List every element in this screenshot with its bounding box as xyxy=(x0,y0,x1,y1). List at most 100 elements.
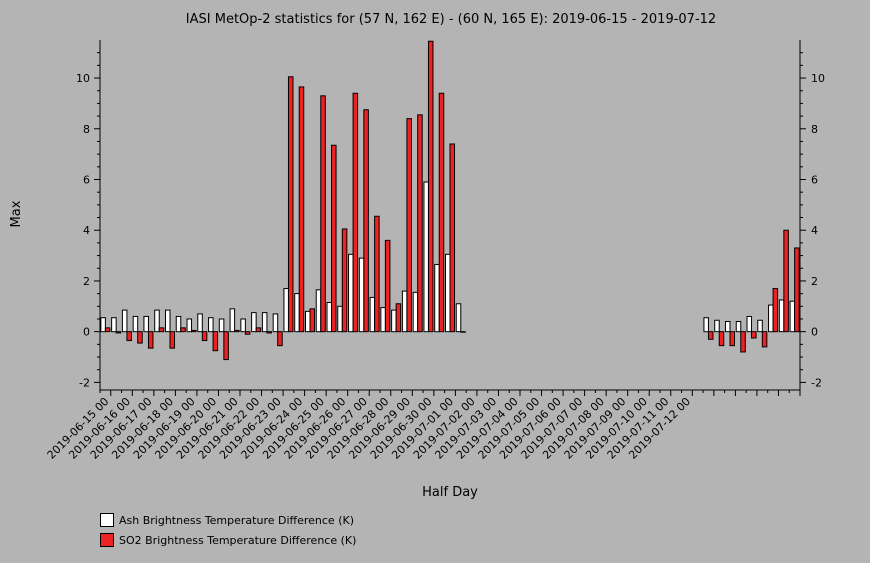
bar-1-22 xyxy=(341,228,348,333)
bar-0-15 xyxy=(261,312,268,333)
bar-1-6 xyxy=(169,331,176,349)
bar-0-10 xyxy=(208,317,214,333)
bar-0-8 xyxy=(186,318,193,333)
y-tick-label-left: 0 xyxy=(83,326,90,339)
bar-0-26 xyxy=(380,307,386,333)
bar-0-5 xyxy=(154,309,160,333)
bar-0-3 xyxy=(132,315,139,333)
bar-0-58 xyxy=(724,321,731,333)
chart-title: IASI MetOp-2 statistics for (57 N, 162 E… xyxy=(186,12,716,27)
legend-label-ash: Ash Brightness Temperature Difference (K… xyxy=(119,513,354,527)
bar-0-62 xyxy=(768,304,774,333)
bar-0-27 xyxy=(391,309,397,333)
bar-1-63 xyxy=(783,229,789,333)
bar-0-0 xyxy=(100,317,106,333)
x-axis-label: Half Day xyxy=(422,485,478,500)
bar-0-12 xyxy=(229,308,236,333)
bar-1-30 xyxy=(427,40,434,333)
bar-1-24 xyxy=(363,109,369,333)
bar-0-33 xyxy=(455,303,462,333)
bar-1-9 xyxy=(201,331,208,342)
bar-0-60 xyxy=(746,315,753,333)
y-tick-label-left: 10 xyxy=(76,72,90,85)
bar-1-11 xyxy=(223,331,229,361)
bar-0-56 xyxy=(703,317,709,333)
bar-1-21 xyxy=(331,144,337,333)
bar-0-64 xyxy=(789,300,796,333)
bar-0-61 xyxy=(757,319,763,333)
bar-0-25 xyxy=(369,296,376,333)
y-tick-label-left: 6 xyxy=(83,173,90,186)
bar-1-0 xyxy=(104,327,111,333)
legend-item-ash: Ash Brightness Temperature Difference (K… xyxy=(100,512,356,528)
bar-1-56 xyxy=(707,331,714,340)
y-tick-label-right: 6 xyxy=(811,173,818,186)
y-tick-label-left: 2 xyxy=(83,275,90,288)
y-tick-label-left: -2 xyxy=(79,376,90,389)
bar-1-23 xyxy=(352,92,359,333)
bar-0-2 xyxy=(121,309,128,333)
bar-1-59 xyxy=(740,331,746,353)
legend-label-so2: SO2 Brightness Temperature Difference (K… xyxy=(119,533,357,547)
bar-1-20 xyxy=(320,95,326,333)
bar-0-17 xyxy=(283,288,289,333)
bar-1-8 xyxy=(191,329,197,333)
bar-1-4 xyxy=(147,331,154,349)
y-tick-label-right: 4 xyxy=(811,224,818,237)
bar-1-31 xyxy=(438,92,445,333)
bar-1-61 xyxy=(761,331,768,348)
y-tick-label-right: 2 xyxy=(811,275,818,288)
bar-0-20 xyxy=(315,289,322,333)
bar-1-1 xyxy=(115,331,122,334)
bar-0-16 xyxy=(272,313,279,333)
bar-0-31 xyxy=(434,263,440,333)
bar-1-18 xyxy=(298,86,305,333)
bar-0-19 xyxy=(304,310,311,333)
legend: Ash Brightness Temperature Difference (K… xyxy=(100,512,356,552)
bar-1-33 xyxy=(460,331,466,333)
y-tick-label-left: 4 xyxy=(83,224,90,237)
bar-1-10 xyxy=(212,331,219,352)
y-tick-label-left: 8 xyxy=(83,123,90,136)
bar-1-28 xyxy=(406,118,412,333)
bar-0-22 xyxy=(337,305,343,333)
bar-0-28 xyxy=(401,290,408,333)
bar-1-27 xyxy=(395,303,402,333)
bar-1-3 xyxy=(137,331,143,344)
bar-0-29 xyxy=(412,291,419,333)
bar-0-18 xyxy=(294,293,300,333)
bar-0-7 xyxy=(175,315,182,333)
y-tick-label-right: 8 xyxy=(811,123,818,136)
bar-1-17 xyxy=(287,76,294,333)
bar-0-30 xyxy=(423,181,429,333)
bar-0-21 xyxy=(326,302,333,333)
bar-1-62 xyxy=(772,288,779,333)
bar-1-2 xyxy=(126,331,132,342)
bar-0-9 xyxy=(197,313,203,333)
bar-1-15 xyxy=(266,331,272,334)
bar-1-60 xyxy=(751,331,757,339)
legend-swatch-so2 xyxy=(100,533,114,547)
legend-swatch-ash xyxy=(100,513,114,527)
bar-1-64 xyxy=(794,247,800,333)
bar-1-12 xyxy=(234,329,240,333)
y-axis-label: Max xyxy=(9,200,24,227)
bar-1-13 xyxy=(244,331,251,335)
y-tick-label-right: -2 xyxy=(811,376,822,389)
bar-0-13 xyxy=(240,318,246,333)
y-tick-label-right: 0 xyxy=(811,326,818,339)
bar-0-32 xyxy=(444,253,451,333)
bar-1-25 xyxy=(374,215,380,333)
bar-0-57 xyxy=(714,319,720,333)
bar-1-7 xyxy=(180,327,186,333)
bar-1-14 xyxy=(255,327,262,333)
bar-1-5 xyxy=(158,327,165,333)
bar-0-14 xyxy=(251,312,257,333)
bar-1-29 xyxy=(417,114,423,333)
legend-item-so2: SO2 Brightness Temperature Difference (K… xyxy=(100,532,356,548)
bar-1-26 xyxy=(384,239,391,333)
bar-0-24 xyxy=(358,257,365,333)
bar-1-19 xyxy=(309,308,316,333)
